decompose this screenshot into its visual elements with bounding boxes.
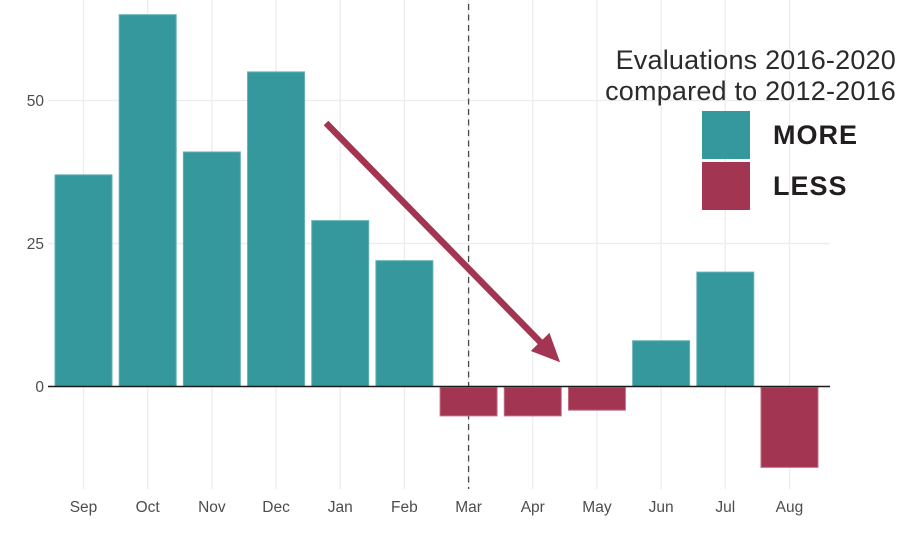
bar-jun xyxy=(632,340,691,387)
bar-nov xyxy=(182,151,241,387)
bar-jul xyxy=(696,271,755,388)
chart-title-line2: compared to 2012-2016 xyxy=(605,76,896,106)
legend-swatch-more xyxy=(702,111,750,159)
bar-may xyxy=(567,386,626,411)
x-tick-label-mar: Mar xyxy=(455,499,482,516)
bar-mar xyxy=(439,386,498,417)
legend-label-less: LESS xyxy=(773,170,848,201)
x-tick-label-sep: Sep xyxy=(70,499,98,516)
x-tick-label-apr: Apr xyxy=(521,499,545,516)
legend: MORE LESS xyxy=(702,111,858,213)
legend-item-more: MORE xyxy=(702,111,858,159)
x-tick-label-jan: Jan xyxy=(328,499,353,516)
bar-oct xyxy=(118,14,177,387)
bar-aug xyxy=(760,386,819,468)
x-tick-label-may: May xyxy=(582,499,612,516)
x-tick-label-aug: Aug xyxy=(776,499,804,516)
chart-title: Evaluations 2016-2020 compared to 2012-2… xyxy=(605,45,896,107)
bar-jan xyxy=(311,220,370,387)
x-tick-label-oct: Oct xyxy=(136,499,161,516)
chart-title-line1: Evaluations 2016-2020 xyxy=(615,45,896,75)
x-tick-label-jun: Jun xyxy=(649,499,674,516)
y-tick-label-50: 50 xyxy=(27,93,45,110)
trend-arrow xyxy=(323,120,561,363)
bar-sep xyxy=(54,174,113,387)
x-tick-label-dec: Dec xyxy=(262,499,290,516)
legend-swatch-less xyxy=(702,162,750,210)
y-tick-label-25: 25 xyxy=(27,236,44,253)
x-tick-label-jul: Jul xyxy=(715,499,735,516)
bar-apr xyxy=(503,386,562,417)
bar-feb xyxy=(375,260,434,387)
y-tick-label-0: 0 xyxy=(35,379,44,396)
x-tick-label-nov: Nov xyxy=(198,499,226,516)
legend-label-more: MORE xyxy=(773,119,858,150)
legend-item-less: LESS xyxy=(702,162,858,210)
bar-dec xyxy=(247,71,306,388)
x-tick-label-feb: Feb xyxy=(391,499,418,516)
